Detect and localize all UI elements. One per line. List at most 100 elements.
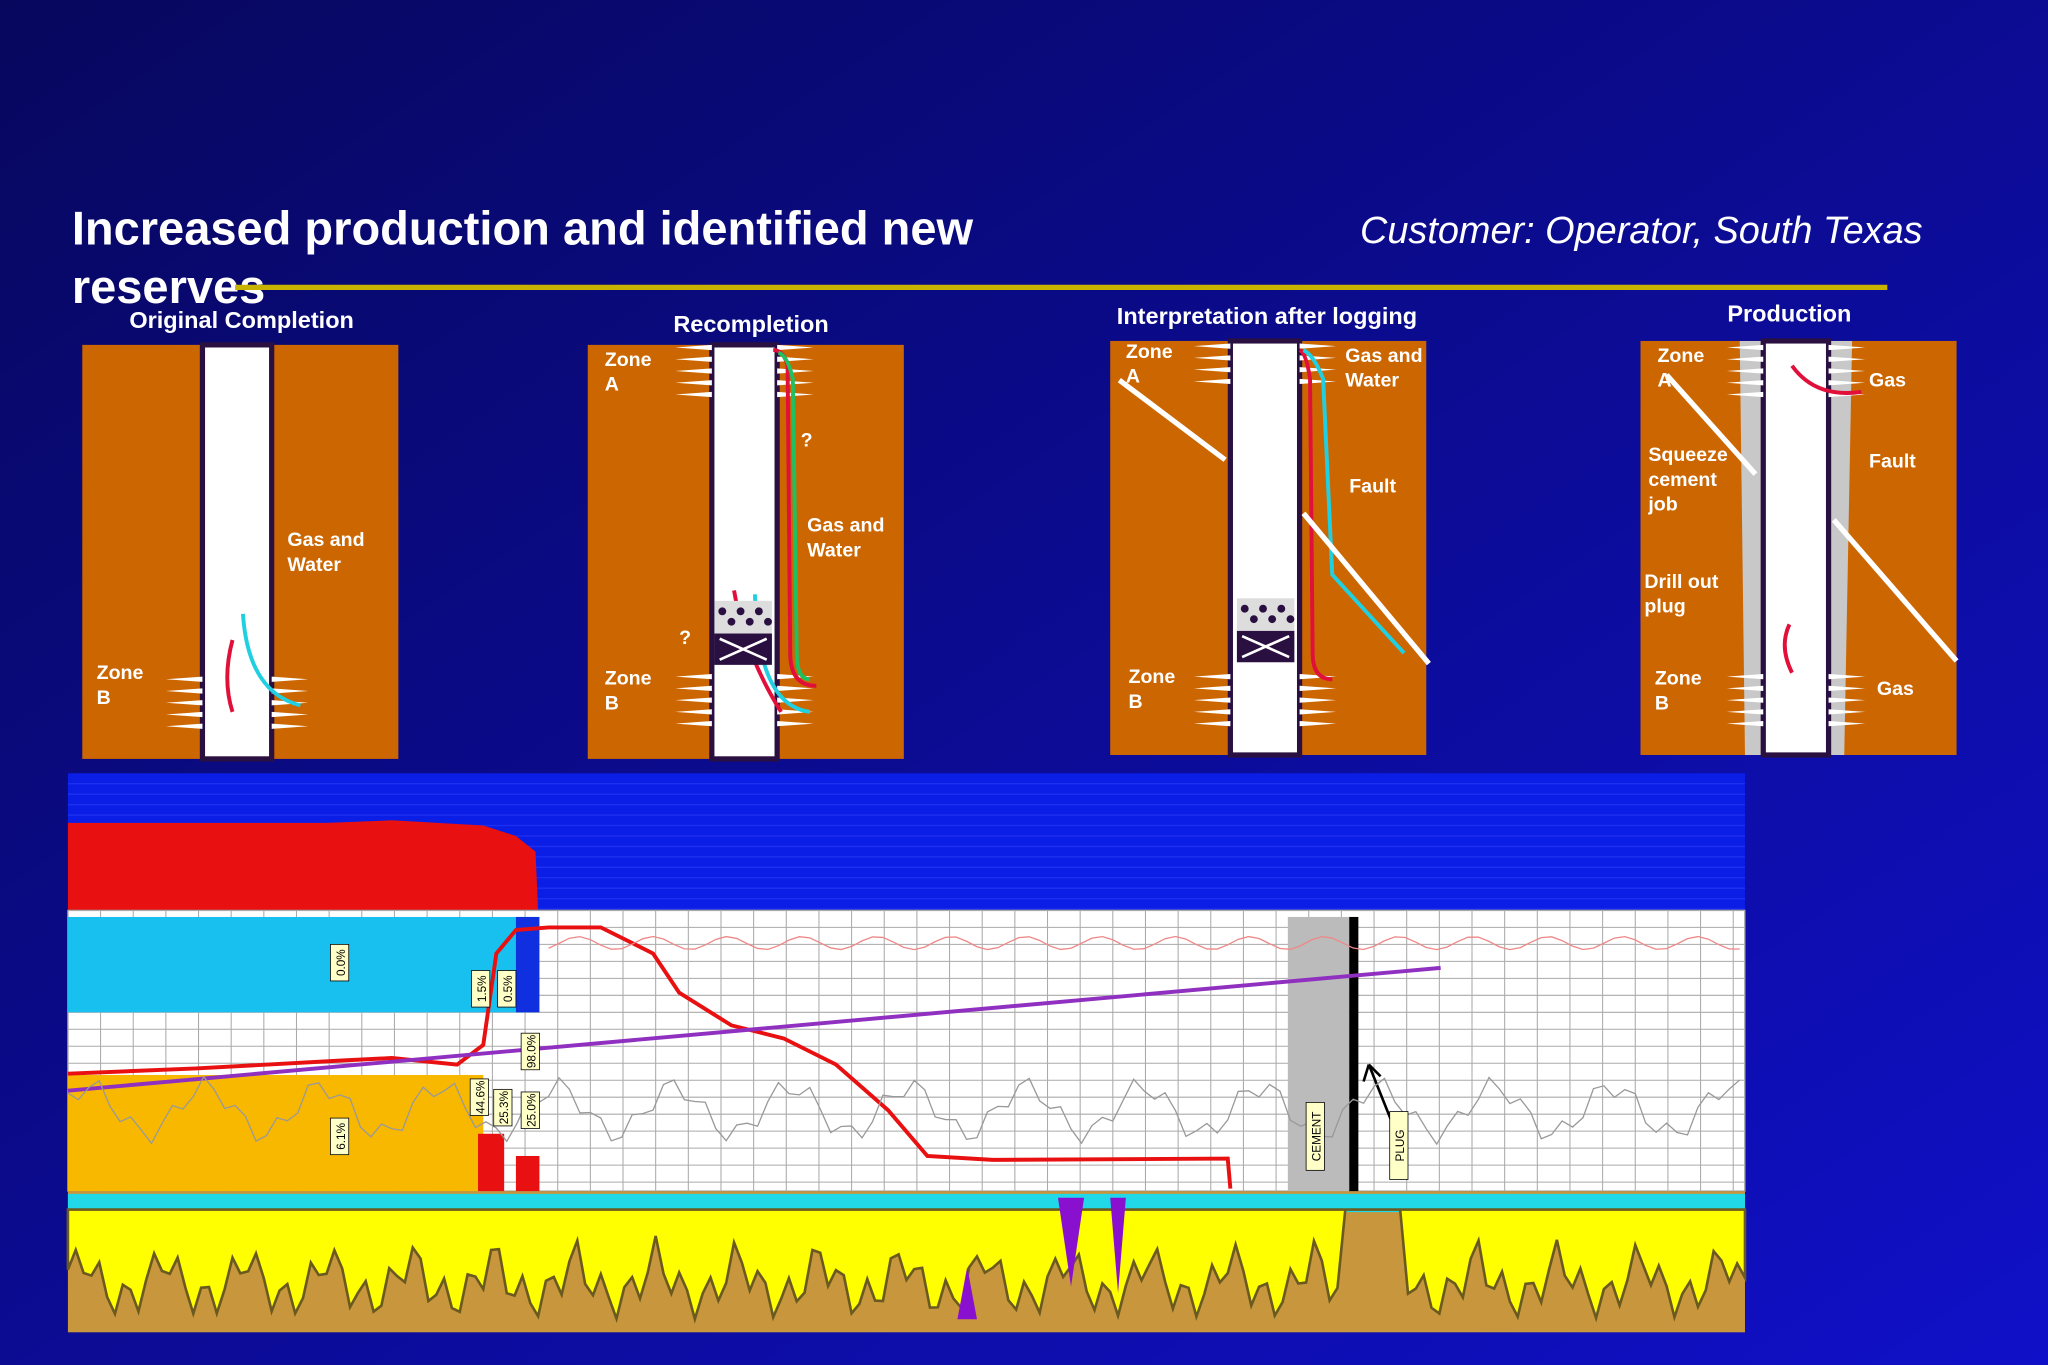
panel-label: Zone <box>605 349 652 371</box>
panel-title: Production <box>1727 300 1851 326</box>
label-box <box>1389 1111 1409 1180</box>
label-box <box>1305 1102 1325 1171</box>
perforation <box>1726 709 1764 715</box>
trend-line <box>67 965 1441 1093</box>
perforation <box>1193 697 1231 703</box>
panel-title: Interpretation after logging <box>1117 303 1417 329</box>
cyan-band <box>67 1193 1745 1213</box>
log-label-text: 0.5% <box>502 975 515 1002</box>
panel-label: A <box>1126 366 1140 388</box>
bridge-plug-x <box>719 637 768 661</box>
perforation <box>1193 343 1231 349</box>
panel-label: Zone <box>97 662 144 684</box>
flow-arrow <box>225 639 235 713</box>
panel-label: Gas and <box>1345 345 1422 367</box>
panel-label: B <box>97 687 111 709</box>
label-box <box>330 943 350 982</box>
rate-area <box>67 820 539 911</box>
perforation <box>271 688 309 694</box>
perforation <box>777 344 814 351</box>
log-label: PLUG <box>1389 1111 1409 1180</box>
rate-bar <box>515 1155 540 1192</box>
sand-grain <box>745 617 754 626</box>
label-box <box>469 1078 489 1116</box>
perforation <box>1193 685 1231 691</box>
perforation <box>1828 721 1866 727</box>
panel-label: ? <box>801 430 813 452</box>
flow-arrow <box>1790 364 1862 395</box>
panel-label: Water <box>807 539 861 561</box>
log-plot: 0.0% 1.5% 0.5% 98.0% 44.6% 25.3% 25.0% 6.1% CEME… <box>66 773 1747 1333</box>
perforation <box>777 685 814 691</box>
sand-grain <box>1268 615 1277 624</box>
panel-label: Fault <box>1349 475 1396 497</box>
label-box <box>520 1091 540 1129</box>
log-label-text: 25.3% <box>498 1090 511 1124</box>
log-label: 0.5% <box>497 970 517 1008</box>
wellbore <box>199 342 275 762</box>
sand-grain <box>1286 615 1295 624</box>
label-box <box>497 970 517 1008</box>
perforation <box>675 721 712 727</box>
log-label-text: 6.1% <box>335 1122 348 1149</box>
flow-arrow <box>777 350 811 682</box>
gas-band <box>67 1074 484 1192</box>
sand-plug <box>1236 598 1295 631</box>
perforation <box>675 674 712 680</box>
flow-arrow <box>240 613 301 708</box>
perforation <box>1299 721 1337 727</box>
perforation <box>165 700 203 706</box>
sand-grain <box>736 607 745 616</box>
perforation <box>675 697 712 703</box>
plug-line <box>1349 916 1359 1192</box>
perforation <box>1828 697 1866 703</box>
perforation <box>1299 674 1337 680</box>
perforation <box>165 676 203 682</box>
lith-purple <box>1057 1197 1085 1287</box>
flow-arrow <box>1298 348 1333 682</box>
panel-label: Water <box>1345 370 1399 392</box>
label-box <box>471 970 491 1008</box>
perforation <box>1299 685 1337 691</box>
flow-arrow <box>1302 348 1406 655</box>
perforation <box>675 368 712 374</box>
panel-label: Zone <box>1657 345 1704 367</box>
perforation <box>675 685 712 691</box>
panel-label: A <box>605 374 619 396</box>
log-label-text: 25.0% <box>526 1093 539 1127</box>
log-label-text: 0.0% <box>335 949 348 976</box>
perforation <box>1726 391 1764 398</box>
sand-grain <box>718 607 727 616</box>
panel-label: Zone <box>1126 341 1173 363</box>
perforation <box>1828 709 1866 715</box>
log-label: 98.0% <box>520 1032 540 1071</box>
perforation <box>1726 344 1764 351</box>
log-label-text: 1.5% <box>476 975 489 1002</box>
panel-label: Fault <box>1869 451 1916 473</box>
panel-label: Zone <box>1655 667 1702 689</box>
perforation <box>1828 685 1866 691</box>
lith-yellow <box>66 1208 1747 1324</box>
perforation <box>271 676 309 682</box>
label-box <box>493 1088 513 1127</box>
perforation <box>777 721 814 727</box>
log-label: 1.5% <box>471 970 491 1008</box>
perforation <box>1726 356 1764 362</box>
panel-label: Gas <box>1869 370 1906 392</box>
wellbore <box>709 342 780 762</box>
perforation <box>777 709 814 715</box>
title: Increased production and identified new <box>72 201 974 254</box>
panel-label: Drill out <box>1644 571 1718 593</box>
panel-label: B <box>605 692 619 714</box>
panel-label: B <box>1128 691 1142 713</box>
perforation <box>1828 368 1866 374</box>
panel-label: plug <box>1644 596 1685 618</box>
panel-label: Zone <box>1128 666 1175 688</box>
sand-grain <box>1277 604 1286 613</box>
perforation <box>1193 355 1231 361</box>
perforation <box>675 344 712 351</box>
log-label-text: CEMENT <box>1310 1112 1323 1162</box>
perforation <box>1726 674 1764 680</box>
panel-label: Gas <box>1877 678 1914 700</box>
perforation <box>1193 721 1231 727</box>
